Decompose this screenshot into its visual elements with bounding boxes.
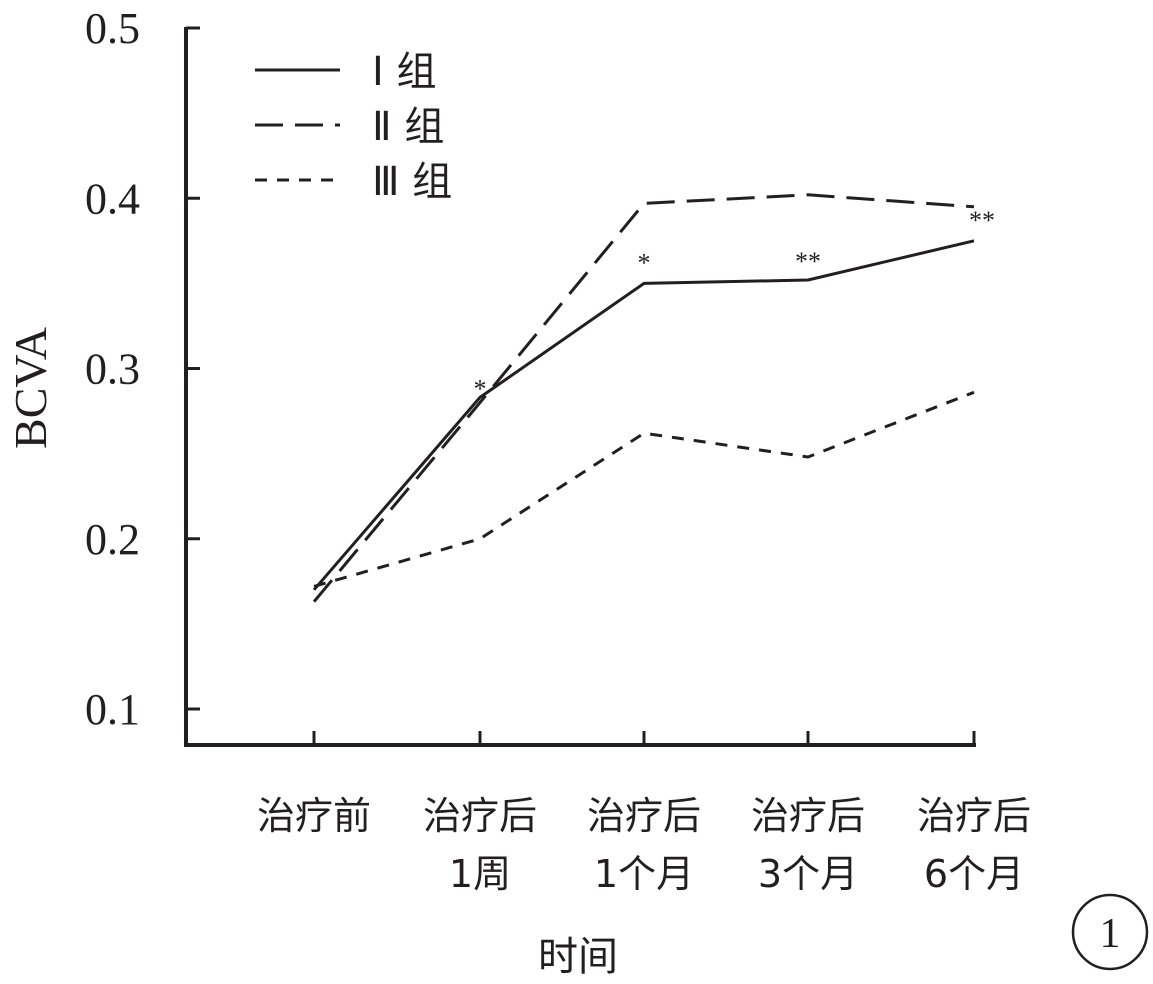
significance-markers: ** **** [474, 206, 996, 404]
x-tick-label: 3个月 [758, 852, 858, 896]
y-axis-label: BCVA [5, 327, 56, 449]
significance-marker: ** [969, 206, 995, 235]
x-tick-label: 治疗后 [917, 794, 1031, 838]
y-tick-label: 0.3 [85, 345, 140, 394]
x-tick-label: 治疗前 [257, 794, 371, 838]
legend-label-2: Ⅱ 组 [372, 104, 444, 150]
panel-number-circle [1071, 893, 1149, 971]
legend: Ⅰ 组 Ⅱ 组 Ⅲ 组 [255, 49, 452, 205]
y-tick-label: 0.2 [85, 515, 140, 564]
legend-label-3: Ⅲ 组 [372, 159, 452, 205]
y-tick-label: 0.1 [85, 685, 140, 734]
x-axis-label: 时间 [538, 934, 618, 980]
axes: 0.1 0.2 0.3 0.4 0.5 治疗前 治疗后 1周 治疗后 1个月 治疗后 3个月 治疗后 6个… [85, 4, 1031, 896]
y-tick-label: 0.5 [85, 4, 140, 53]
panel-number-label: 1 [1100, 911, 1121, 957]
series-lines [312, 193, 975, 603]
x-tick-label: 治疗后 [751, 794, 865, 838]
series-line-1 [312, 239, 975, 591]
legend-label-1: Ⅰ 组 [372, 49, 437, 95]
x-tick-label: 治疗后 [423, 794, 537, 838]
series-line-2 [312, 193, 975, 603]
x-tick-label: 1个月 [594, 852, 694, 896]
significance-marker: * [474, 375, 487, 404]
significance-marker: * [638, 249, 651, 278]
x-tick-label: 1周 [449, 852, 511, 896]
panel-number: 1 [1071, 893, 1149, 971]
y-tick-label: 0.4 [85, 174, 140, 223]
series-line-3 [313, 390, 975, 588]
x-tick-label: 治疗后 [587, 794, 701, 838]
x-tick-label: 6个月 [924, 852, 1024, 896]
significance-marker: ** [795, 247, 821, 276]
